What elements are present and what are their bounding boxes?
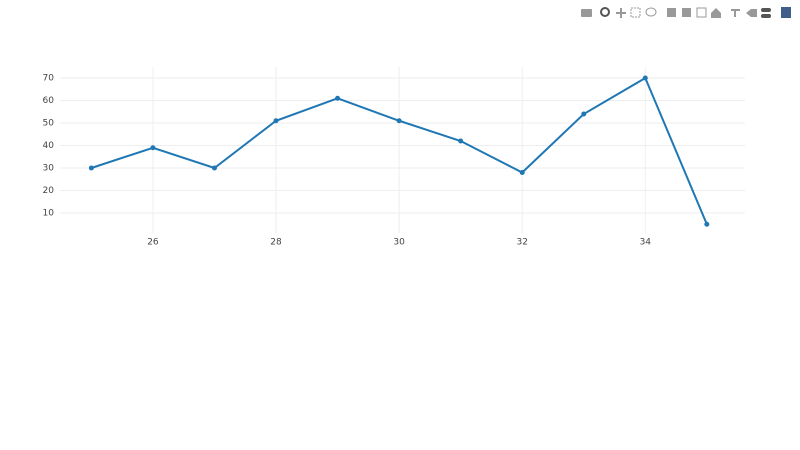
point (581, 111, 587, 117)
plotly-logo[interactable] (781, 7, 791, 18)
box-select-icon[interactable] (630, 7, 641, 18)
y-tick-label: 10 (43, 208, 55, 218)
autoscale-icon[interactable] (696, 7, 707, 18)
y-tick-label: 60 (43, 96, 55, 106)
spike-icon[interactable] (731, 9, 740, 17)
point (273, 118, 279, 124)
y-tick-label: 40 (43, 141, 55, 151)
point (458, 138, 464, 144)
modebar (581, 7, 791, 18)
zoom-icon[interactable] (600, 7, 610, 17)
hover-compare-icon-2[interactable] (761, 14, 771, 18)
x-tick-label: 34 (640, 238, 652, 248)
zoom-in-icon[interactable] (667, 8, 676, 17)
point (396, 118, 402, 124)
zoom-out-icon[interactable] (682, 8, 691, 17)
reset-icon[interactable] (711, 8, 721, 18)
x-tick-label: 30 (393, 238, 405, 248)
lasso-icon[interactable] (645, 7, 657, 17)
point (211, 165, 217, 171)
y-tick-label: 30 (43, 163, 55, 173)
point (519, 169, 525, 175)
hover-closest-icon[interactable] (746, 9, 757, 17)
y-tick-label: 50 (43, 119, 55, 129)
camera-icon[interactable] (581, 9, 592, 17)
hover-compare-icon[interactable] (761, 8, 771, 12)
point (335, 95, 341, 101)
pan-icon[interactable] (616, 8, 626, 18)
y-tick-label: 20 (43, 186, 55, 196)
x-tick-label: 26 (147, 238, 159, 248)
point (88, 165, 94, 171)
x-tick-label: 28 (270, 238, 282, 248)
x-tick-label: 32 (516, 238, 527, 248)
point (642, 75, 648, 81)
point (704, 221, 710, 227)
y-tick-label: 70 (43, 74, 55, 84)
point (150, 145, 156, 151)
